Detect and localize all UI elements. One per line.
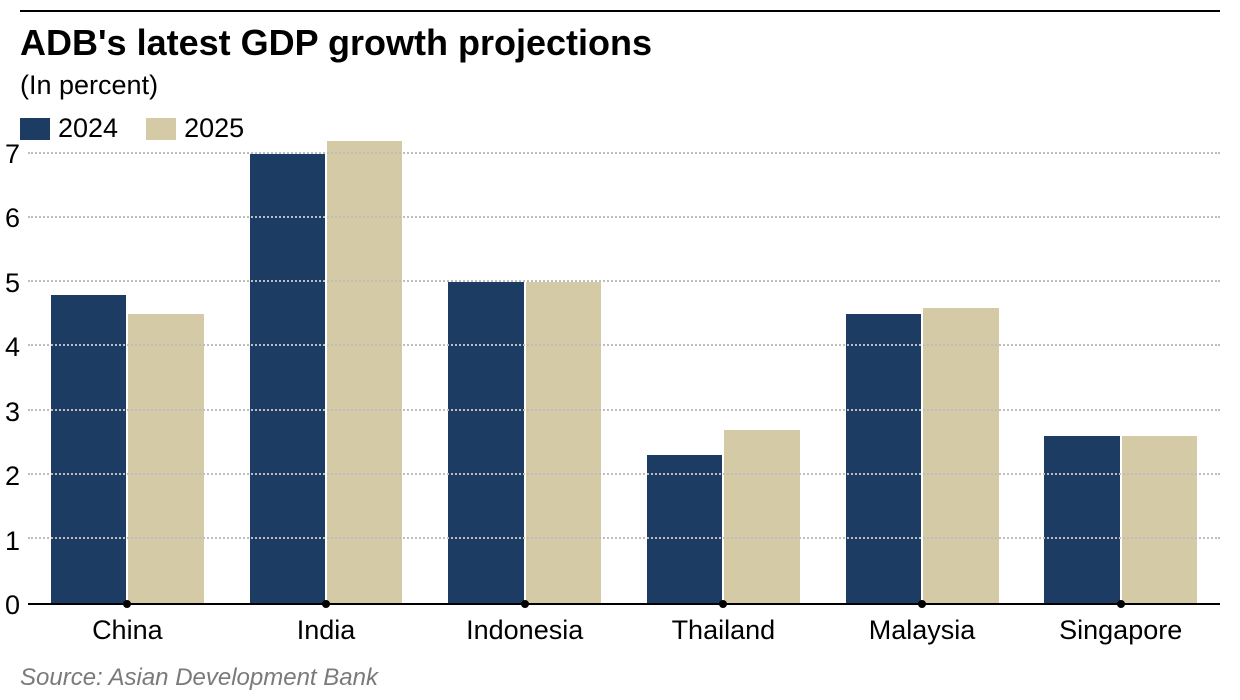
legend: 2024 2025: [20, 113, 1220, 144]
bar-groups: [28, 154, 1220, 603]
legend-item-2024: 2024: [20, 113, 118, 144]
bar: [1044, 436, 1119, 603]
legend-item-2025: 2025: [146, 113, 244, 144]
chart-subtitle: (In percent): [20, 70, 1220, 101]
gridline: [28, 473, 1220, 475]
chart-container: ADB's latest GDP growth projections (In …: [0, 0, 1240, 700]
top-rule: [20, 10, 1220, 12]
x-label: India: [227, 615, 426, 646]
legend-swatch-2024: [20, 118, 50, 140]
bar-group: [624, 154, 823, 603]
bar-group: [28, 154, 227, 603]
bar: [647, 455, 722, 603]
y-axis: 76543210: [20, 154, 28, 605]
gridline: [28, 216, 1220, 218]
x-axis: ChinaIndiaIndonesiaThailandMalaysiaSinga…: [20, 605, 1220, 646]
chart-source: Source: Asian Development Bank: [20, 664, 1220, 692]
x-tick-dot: [719, 600, 727, 608]
bar: [846, 314, 921, 603]
x-tick-dot: [322, 600, 330, 608]
bar-group: [227, 154, 426, 603]
bar: [526, 282, 601, 603]
legend-label-2025: 2025: [184, 113, 244, 144]
bar-group: [823, 154, 1022, 603]
legend-label-2024: 2024: [58, 113, 118, 144]
gridline: [28, 152, 1220, 154]
x-tick-dot: [123, 600, 131, 608]
gridline: [28, 537, 1220, 539]
x-label: Malaysia: [823, 615, 1022, 646]
bar: [448, 282, 523, 603]
plot-area: [28, 154, 1220, 605]
bar: [724, 430, 799, 603]
x-tick-dot: [521, 600, 529, 608]
bar: [923, 308, 998, 603]
bar: [327, 141, 402, 603]
x-tick-dot: [1117, 600, 1125, 608]
gridline: [28, 409, 1220, 411]
bar: [128, 314, 203, 603]
bar: [250, 154, 325, 603]
x-tick-dot: [918, 600, 926, 608]
bar: [51, 295, 126, 603]
bar-group: [1021, 154, 1220, 603]
chart-title: ADB's latest GDP growth projections: [20, 22, 1220, 64]
chart-area: 76543210: [20, 154, 1220, 605]
legend-swatch-2025: [146, 118, 176, 140]
x-label: China: [28, 615, 227, 646]
x-label: Thailand: [624, 615, 823, 646]
x-axis-spacer: [20, 605, 28, 646]
x-axis-labels: ChinaIndiaIndonesiaThailandMalaysiaSinga…: [28, 615, 1220, 646]
x-label: Indonesia: [425, 615, 624, 646]
bar-group: [425, 154, 624, 603]
x-label: Singapore: [1021, 615, 1220, 646]
gridline: [28, 280, 1220, 282]
gridline: [28, 344, 1220, 346]
bar: [1122, 436, 1197, 603]
